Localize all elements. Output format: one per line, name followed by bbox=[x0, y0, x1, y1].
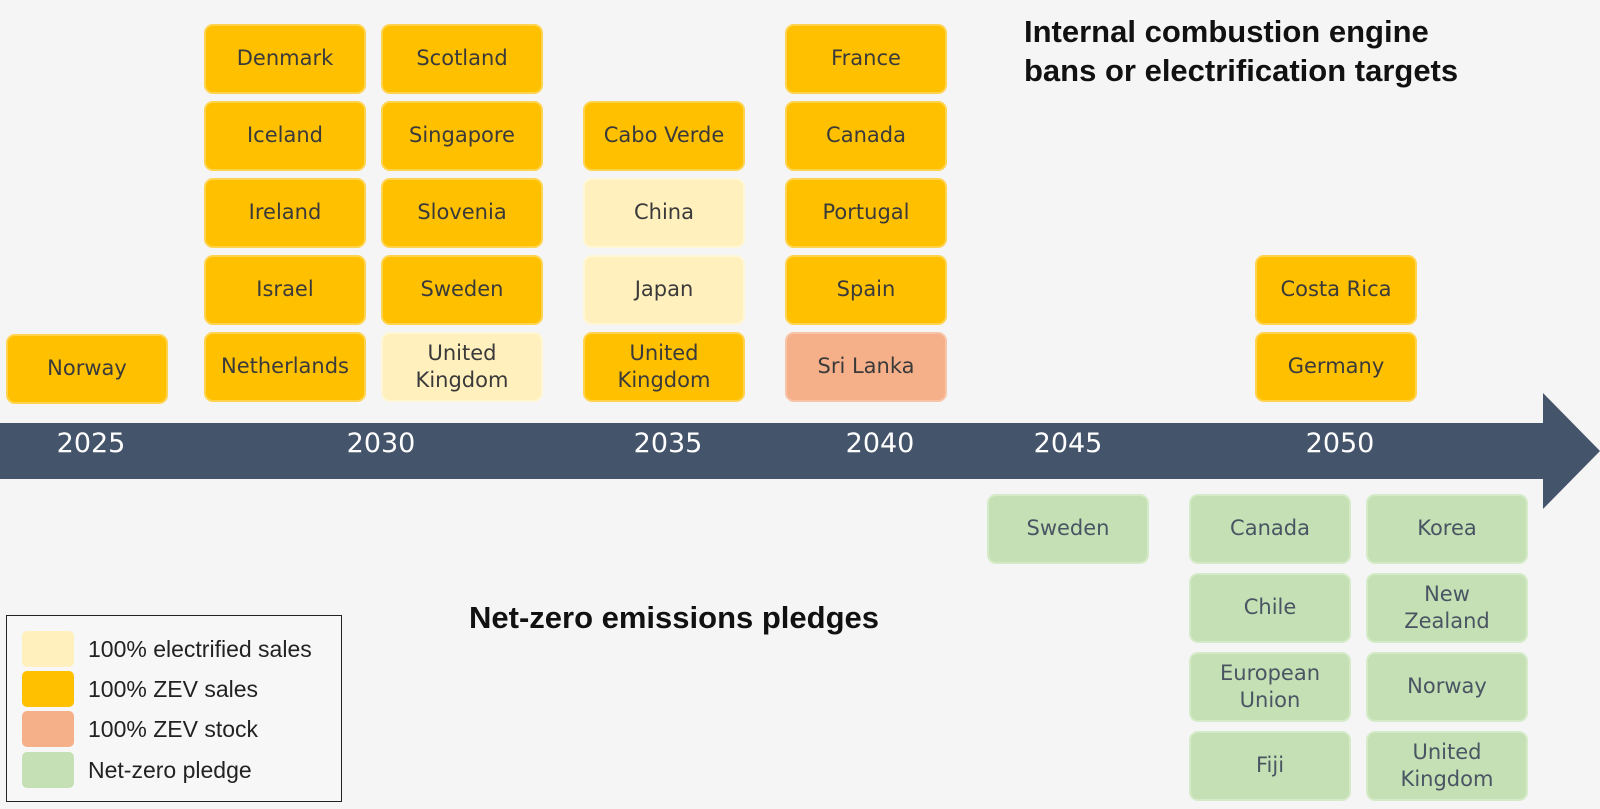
target-box-ireland: Ireland bbox=[204, 178, 366, 248]
pledge-box-norway: Norway bbox=[1366, 652, 1528, 722]
target-box-germany: Germany bbox=[1255, 332, 1417, 402]
legend-item-electrified: 100% electrified sales bbox=[22, 631, 312, 667]
year-label-2050: 2050 bbox=[1305, 428, 1375, 459]
pledge-box-united-kingdom: United Kingdom bbox=[1366, 731, 1528, 801]
target-box-canada: Canada bbox=[785, 101, 947, 171]
legend-item-zev-stock: 100% ZEV stock bbox=[22, 711, 258, 747]
target-box-france: France bbox=[785, 24, 947, 94]
target-box-denmark: Denmark bbox=[204, 24, 366, 94]
target-box-spain: Spain bbox=[785, 255, 947, 325]
ice-targets-title: Internal combustion engine bans or elect… bbox=[1024, 14, 1459, 88]
legend-swatch-electrified bbox=[22, 631, 74, 667]
target-box-norway: Norway bbox=[6, 334, 168, 404]
legend-label-electrified: 100% electrified sales bbox=[88, 635, 312, 662]
year-label-2045: 2045 bbox=[1033, 428, 1103, 459]
pledge-box-european-union: European Union bbox=[1189, 652, 1351, 722]
target-box-sri-lanka: Sri Lanka bbox=[785, 332, 947, 402]
target-box-portugal: Portugal bbox=[785, 178, 947, 248]
year-label-2035: 2035 bbox=[633, 428, 703, 459]
target-box-singapore: Singapore bbox=[381, 101, 543, 171]
pledge-box-new-zealand: New Zealand bbox=[1366, 573, 1528, 643]
pledge-box-korea: Korea bbox=[1366, 494, 1528, 564]
target-box-scotland: Scotland bbox=[381, 24, 543, 94]
year-label-2025: 2025 bbox=[56, 428, 126, 459]
netzero-title: Net-zero emissions pledges bbox=[469, 600, 880, 635]
legend-label-netzero: Net-zero pledge bbox=[88, 756, 252, 783]
pledge-box-sweden: Sweden bbox=[987, 494, 1149, 564]
legend-label-zev-sales: 100% ZEV sales bbox=[88, 675, 259, 702]
target-box-slovenia: Slovenia bbox=[381, 178, 543, 248]
target-box-israel: Israel bbox=[204, 255, 366, 325]
target-box-united-kingdom-2035: United Kingdom bbox=[583, 332, 745, 402]
legend-swatch-zev-sales bbox=[22, 671, 74, 707]
target-box-japan: Japan bbox=[583, 255, 745, 325]
legend-swatch-zev-stock bbox=[22, 711, 74, 747]
target-box-sweden: Sweden bbox=[381, 255, 543, 325]
legend: 100% electrified sales 100% ZEV sales 10… bbox=[6, 615, 342, 802]
legend-label-zev-stock: 100% ZEV stock bbox=[88, 715, 259, 742]
target-box-iceland: Iceland bbox=[204, 101, 366, 171]
timeline-arrow-shape bbox=[0, 393, 1600, 509]
pledge-box-chile: Chile bbox=[1189, 573, 1351, 643]
target-box-cabo-verde: Cabo Verde bbox=[583, 101, 745, 171]
target-box-united-kingdom-2030: United Kingdom bbox=[381, 332, 543, 402]
legend-item-zev-sales: 100% ZEV sales bbox=[22, 671, 258, 707]
target-box-china: China bbox=[583, 178, 745, 248]
pledge-box-canada: Canada bbox=[1189, 494, 1351, 564]
legend-swatch-netzero bbox=[22, 752, 74, 788]
target-box-costa-rica: Costa Rica bbox=[1255, 255, 1417, 325]
target-box-netherlands: Netherlands bbox=[204, 332, 366, 402]
legend-item-netzero: Net-zero pledge bbox=[22, 752, 252, 788]
year-label-2030: 2030 bbox=[346, 428, 416, 459]
timeline-arrow bbox=[0, 393, 1600, 509]
pledge-box-fiji: Fiji bbox=[1189, 731, 1351, 801]
year-label-2040: 2040 bbox=[845, 428, 915, 459]
